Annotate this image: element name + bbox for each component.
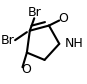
Text: Br: Br	[27, 6, 41, 19]
Text: O: O	[21, 63, 31, 76]
Text: NH: NH	[65, 37, 84, 50]
Text: O: O	[58, 13, 68, 25]
Text: Br: Br	[1, 34, 15, 47]
